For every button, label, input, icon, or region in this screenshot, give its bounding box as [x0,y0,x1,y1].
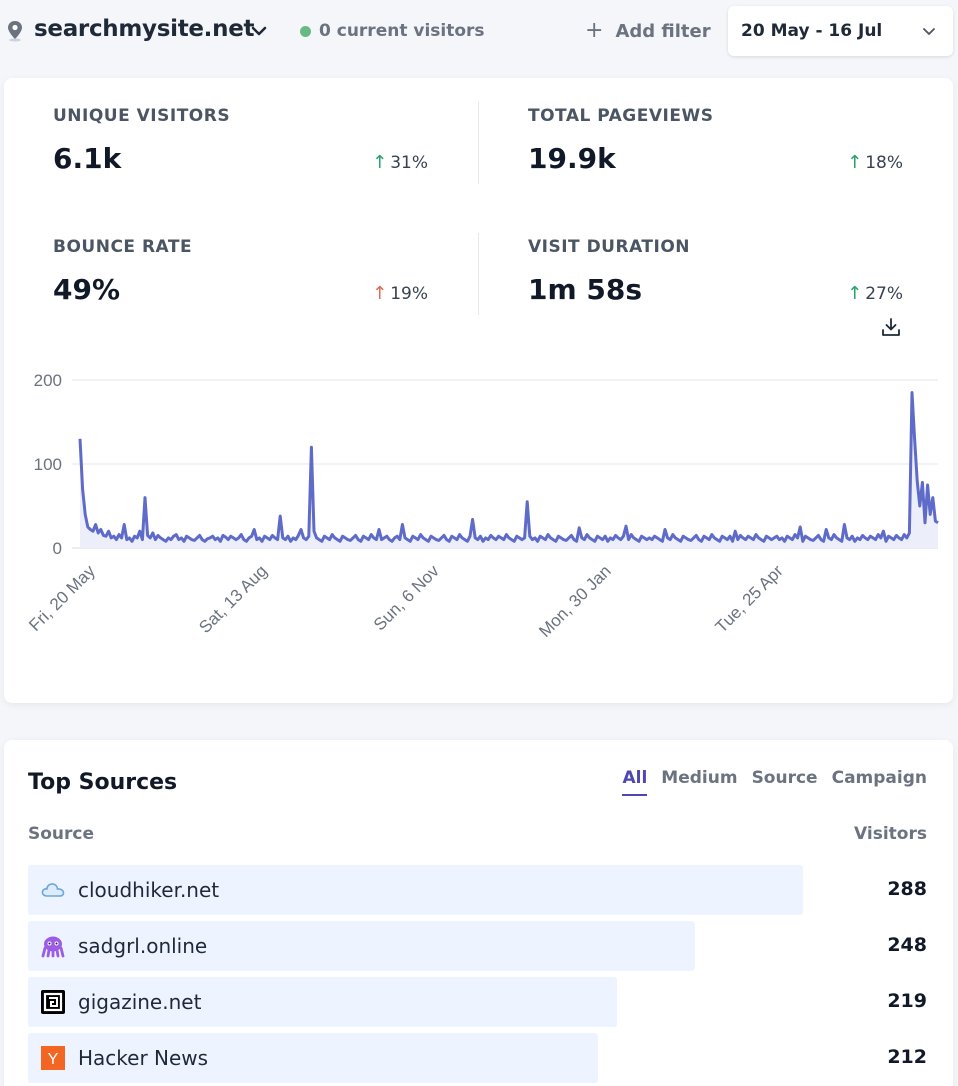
x-tick-label: Sat, 13 Aug [195,561,271,637]
stat-title: VISIT DURATION [528,237,691,257]
tab-medium[interactable]: Medium [661,768,738,788]
plus-icon: + [585,18,604,43]
source-bar [28,921,696,971]
top-bar: searchmysite.net 0 current visitors + Ad… [0,0,958,62]
stat-change-value: 27% [865,284,903,304]
stat-bounce-rate[interactable]: BOUNCE RATE 49% ↑ 19% [53,237,428,306]
arrow-up-icon: ↑ [372,283,388,304]
add-filter-button[interactable]: + Add filter [585,20,711,42]
arrow-up-icon: ↑ [847,152,863,173]
stat-value: 6.1k [53,142,122,175]
octopus-icon [41,936,65,958]
stat-change: ↑ 18% [847,152,903,173]
date-range-label: 20 May - 16 Jul [741,21,883,41]
stats-card: UNIQUE VISITORS 6.1k ↑ 31% TOTAL PAGEVIEW… [4,78,953,703]
y-tick-label: 0 [53,539,62,558]
source-row-sadgrl[interactable]: sadgrl.online 248 [28,921,927,971]
stat-value: 49% [53,273,121,306]
stat-title: UNIQUE VISITORS [53,106,231,126]
cloud-icon [41,883,65,897]
series-area [80,392,938,548]
stat-visit-duration[interactable]: VISIT DURATION 1m 58s ↑ 27% [528,237,903,306]
y-tick-label: 200 [34,371,62,390]
tab-campaign[interactable]: Campaign [831,768,927,788]
arrow-up-icon: ↑ [847,283,863,304]
stat-title: TOTAL PAGEVIEWS [528,106,714,126]
svg-text:Y: Y [48,1051,59,1068]
source-visitors: 288 [887,878,927,900]
y-tick-label: 100 [34,455,62,474]
source-name: cloudhiker.net [78,878,220,902]
source-visitors: 212 [887,1046,927,1068]
stat-title: BOUNCE RATE [53,237,193,257]
source-visitors: 219 [887,990,927,1012]
source-name: sadgrl.online [78,934,208,958]
source-name: gigazine.net [78,990,202,1014]
source-name: Hacker News [78,1046,209,1070]
stat-change-value: 19% [390,284,428,304]
stat-change-value: 18% [865,153,903,173]
current-visitors-label: 0 current visitors [319,21,485,41]
top-sources-title: Top Sources [28,770,178,795]
live-dot-icon [300,25,311,37]
stat-unique-visitors[interactable]: UNIQUE VISITORS 6.1k ↑ 31% [53,106,428,175]
source-row-cloudhiker[interactable]: cloudhiker.net 288 [28,865,927,915]
date-range-picker[interactable]: 20 May - 16 Jul [728,6,953,56]
top-sources-card: Top Sources All Medium Source Campaign S… [4,740,953,1086]
download-icon[interactable] [880,316,902,338]
source-bar [28,865,803,915]
column-header-source: Source [28,824,95,844]
hacker-news-icon: Y [41,1046,65,1070]
divider [478,102,479,184]
visitors-chart[interactable]: 0 100 200 Fri, 20 May Sat, 13 Aug Sun, 6 Nov… [4,358,953,698]
stat-change-value: 31% [390,153,428,173]
source-tabs: All Medium Source Campaign [608,768,927,796]
x-tick-label: Sun, 6 Nov [370,561,443,634]
gigazine-logo-icon [41,990,65,1014]
stat-total-pageviews[interactable]: TOTAL PAGEVIEWS 19.9k ↑ 18% [528,106,903,175]
x-tick-label: Fri, 20 May [25,561,99,635]
stat-change: ↑ 19% [372,283,428,304]
source-row-gigazine[interactable]: gigazine.net 219 [28,977,927,1027]
divider [478,233,479,315]
column-header-visitors: Visitors [854,824,927,844]
chevron-down-icon [923,28,935,35]
site-name[interactable]: searchmysite.net [34,16,255,42]
stat-change: ↑ 31% [372,152,428,173]
series-line[interactable] [78,391,939,543]
stat-change: ↑ 27% [847,283,903,304]
x-tick-label: Mon, 30 Jan [535,561,615,641]
chevron-down-icon[interactable] [250,22,268,40]
location-pin-icon [8,21,22,42]
arrow-up-icon: ↑ [372,152,388,173]
add-filter-label: Add filter [615,20,711,42]
source-bar [28,977,618,1027]
stat-value: 19.9k [528,142,616,175]
x-tick-label: Tue, 25 Apr [712,561,787,636]
tab-source[interactable]: Source [751,768,818,788]
stat-value: 1m 58s [528,273,643,306]
current-visitors[interactable]: 0 current visitors [300,21,485,41]
tab-all[interactable]: All [622,768,648,796]
source-row-hacker-news[interactable]: Y Hacker News 212 [28,1033,927,1083]
source-visitors: 248 [887,934,927,956]
source-bar [28,1033,599,1083]
